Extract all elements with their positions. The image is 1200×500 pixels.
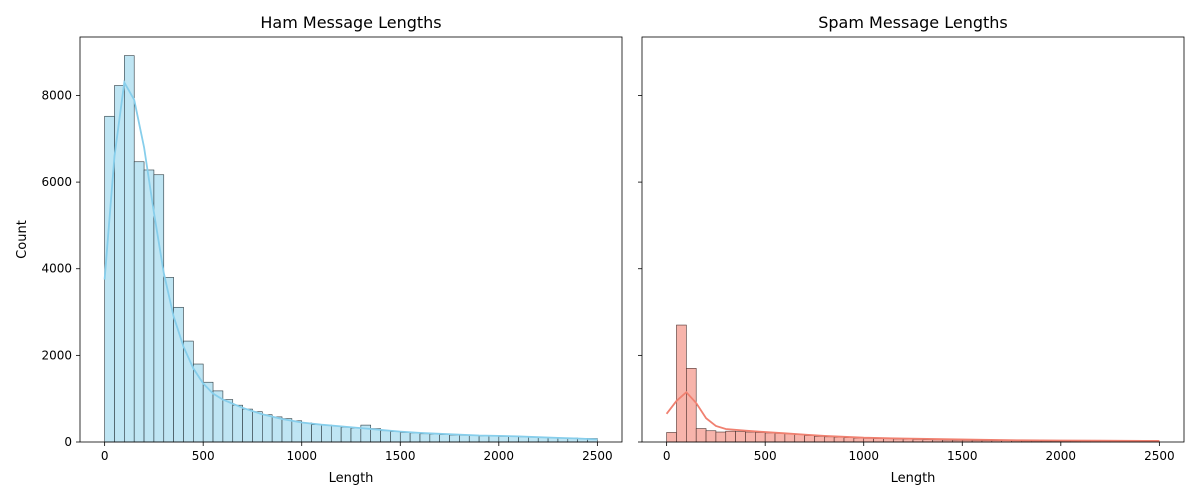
histogram-bar — [350, 427, 362, 443]
histogram-bar — [271, 416, 283, 443]
histogram-bar — [666, 432, 677, 443]
chart-title: Spam Message Lengths — [818, 13, 1008, 32]
histogram-bar — [262, 414, 273, 443]
x-tick-label: 1500 — [385, 449, 416, 463]
histogram-bar — [498, 436, 509, 443]
histogram-bar — [833, 436, 845, 443]
histogram-bar — [863, 438, 874, 443]
histogram-bar — [409, 432, 421, 443]
histogram-bar — [774, 433, 786, 443]
histogram-bar — [873, 438, 884, 443]
histogram-bar — [311, 424, 322, 443]
histogram-bar — [340, 426, 352, 443]
axes-frame — [641, 36, 1185, 443]
histogram-bar — [232, 404, 243, 443]
histogram-bar — [853, 437, 865, 443]
y-tick-label: 8000 — [41, 88, 72, 102]
x-tick-label: 0 — [663, 449, 671, 463]
x-tick-label: 2000 — [484, 449, 515, 463]
histogram-bar — [459, 434, 470, 443]
x-tick-label: 2500 — [1144, 449, 1175, 463]
histogram-bar — [429, 433, 440, 443]
histogram-bar — [173, 306, 184, 443]
histogram-bar — [764, 432, 776, 443]
x-tick-label: 1000 — [286, 449, 317, 463]
x-tick-label: 2500 — [582, 449, 613, 463]
histogram-bar — [163, 277, 174, 443]
histogram-bar — [784, 433, 796, 443]
bars — [666, 324, 1160, 443]
bars — [104, 55, 598, 443]
histogram-bar — [468, 435, 480, 443]
histogram-bar — [715, 431, 727, 443]
chart-title: Ham Message Lengths — [260, 13, 441, 32]
histogram-bar — [755, 432, 766, 443]
x-tick-label: 500 — [192, 449, 215, 463]
histogram-bar — [281, 418, 293, 443]
histogram-bar — [399, 432, 411, 443]
histogram-bar — [705, 430, 717, 443]
histogram-bar — [330, 425, 342, 443]
kde-curve — [103, 79, 598, 441]
x-axis-label: Length — [891, 471, 936, 486]
y-tick-label: 0 — [64, 435, 72, 449]
histogram-bar — [390, 431, 401, 443]
histogram-bar — [824, 436, 835, 443]
histogram-bar — [478, 435, 490, 443]
y-tick-label: 6000 — [41, 175, 72, 189]
y-axis-label: Count — [15, 220, 30, 259]
histogram-bar — [419, 433, 431, 443]
spam-histogram-panel: 0 500 1000 1500 2000 2500 Spam Message Lengths… — [638, 13, 1185, 486]
histogram-bar — [488, 435, 500, 443]
histogram-bar — [380, 430, 391, 443]
histogram-bar — [892, 438, 904, 443]
histogram-bar — [814, 436, 825, 443]
histogram-bar — [843, 437, 855, 443]
histogram-bar — [686, 368, 697, 443]
ham-histogram-panel: 0 500 1000 1500 2000 2500 0 2000 4000 6000 8000 Ham… — [15, 13, 623, 486]
histogram-bar — [804, 435, 815, 443]
histogram-bar — [143, 169, 155, 443]
y-tick-label: 2000 — [41, 348, 72, 362]
y-tick-label: 4000 — [41, 262, 72, 276]
histogram-bar — [301, 422, 312, 443]
histogram-bar — [133, 161, 145, 443]
histogram-bar — [449, 434, 460, 443]
histogram-bar — [695, 428, 707, 443]
x-tick-label: 1000 — [848, 449, 879, 463]
x-axis-label: Length — [329, 471, 374, 486]
histogram-bar — [153, 174, 165, 443]
x-tick-label: 2000 — [1046, 449, 1077, 463]
histogram-bar — [222, 399, 234, 443]
histogram-bar — [735, 431, 746, 443]
histogram-bar — [124, 55, 135, 443]
x-tick-label: 500 — [754, 449, 777, 463]
x-tick-label: 0 — [101, 449, 109, 463]
histogram-bar — [745, 431, 756, 443]
histogram-bar — [252, 411, 263, 443]
histogram-bar — [508, 436, 519, 443]
axes-frame — [79, 36, 623, 443]
histogram-bar — [242, 408, 253, 443]
histogram-bar — [883, 438, 894, 443]
histogram-bar — [291, 420, 303, 443]
x-tick-label: 1500 — [947, 449, 978, 463]
histogram-bar — [794, 434, 805, 443]
histogram-bar — [321, 424, 332, 443]
histogram-bar — [676, 324, 687, 443]
kde-curve — [665, 390, 1160, 442]
histogram-bar — [725, 430, 736, 443]
histogram-bar — [439, 434, 450, 443]
histogram-bar — [902, 438, 914, 443]
